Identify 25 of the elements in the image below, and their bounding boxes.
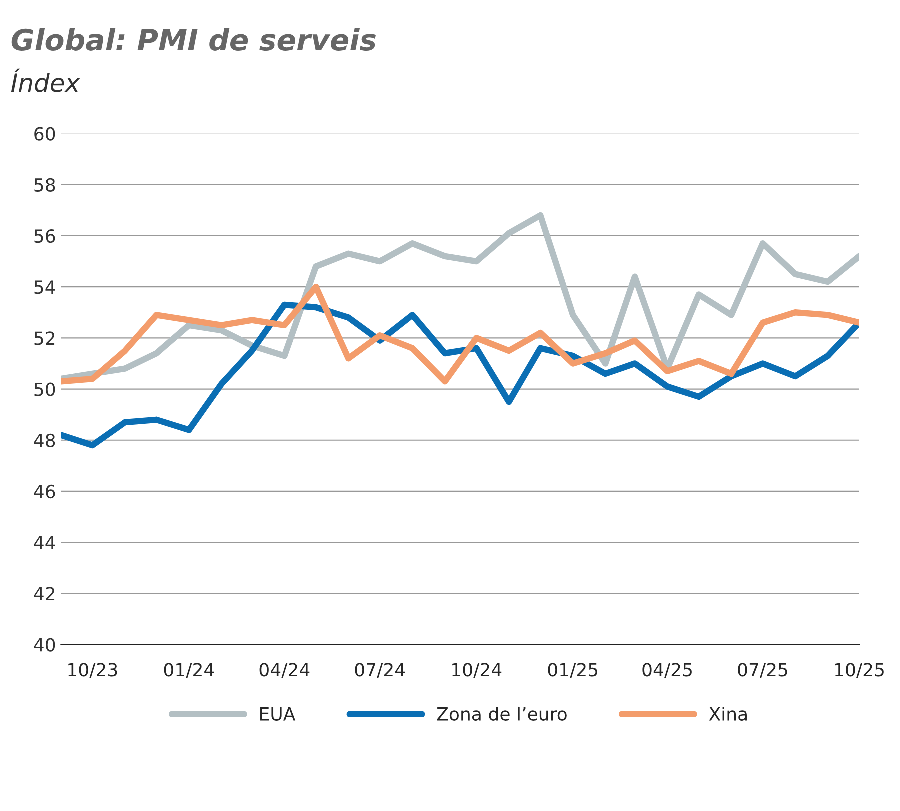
chart-title: Global: PMI de serveis xyxy=(12,28,376,51)
x-tick-label: 01/24 xyxy=(164,663,214,678)
chart-subtitle: Índex xyxy=(11,68,80,92)
x-tick-label: 07/25 xyxy=(738,663,788,678)
y-tick-label: 52 xyxy=(34,332,55,346)
y-tick-label: 44 xyxy=(34,536,56,550)
y-tick-label: 46 xyxy=(34,484,56,499)
y-tick-label: 42 xyxy=(34,587,55,601)
x-tick-label: 07/24 xyxy=(355,663,406,678)
legend-label: EUA xyxy=(260,708,296,721)
y-tick-label: 50 xyxy=(34,382,56,396)
y-tick-label: 40 xyxy=(34,638,56,652)
y-tick-label: 58 xyxy=(34,178,56,192)
x-tick-label: 10/24 xyxy=(452,663,502,678)
x-tick-label: 10/23 xyxy=(68,663,118,678)
y-tick-label: 54 xyxy=(34,280,56,294)
y-tick-label: 48 xyxy=(34,434,56,448)
y-tick-label: 60 xyxy=(34,127,56,141)
x-tick-label: 04/24 xyxy=(260,663,310,678)
x-tick-label: 04/25 xyxy=(642,663,692,678)
y-tick-label: 56 xyxy=(34,229,56,244)
legend-label: Xina xyxy=(709,706,747,721)
x-tick-label: 01/25 xyxy=(548,663,598,678)
x-tick-label: 10/25 xyxy=(835,663,884,678)
legend-label: Zona de l’euro xyxy=(437,706,567,721)
